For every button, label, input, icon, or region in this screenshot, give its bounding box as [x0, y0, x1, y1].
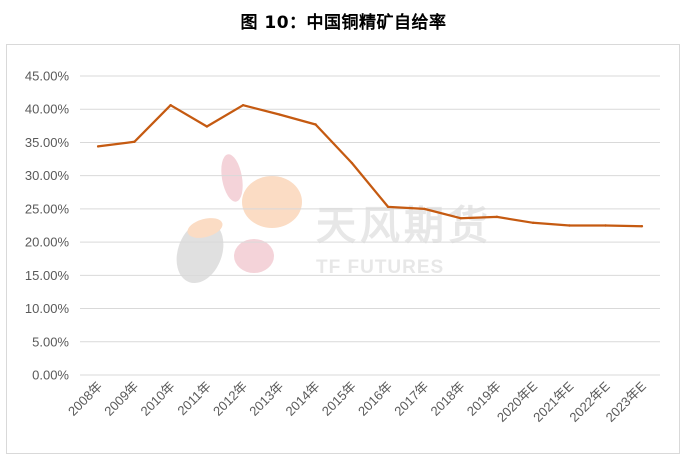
data-point [568, 224, 571, 227]
x-tick-label: 2014年 [282, 379, 322, 419]
y-tick-label: 45.00% [25, 69, 70, 84]
y-tick-label: 30.00% [25, 168, 70, 183]
x-tick-label: 2011年 [174, 379, 214, 419]
watermark-logo: 天风期货 TF FUTURES [176, 154, 492, 283]
data-point [314, 123, 317, 126]
data-point [241, 104, 245, 107]
gridlines [80, 75, 660, 376]
data-point [205, 125, 209, 128]
data-point [350, 161, 354, 165]
x-tick-label: 2018年 [427, 379, 467, 419]
x-tick-label: 2010年 [137, 379, 177, 419]
watermark-petal [221, 154, 243, 202]
x-tick-label: 2008年 [65, 379, 105, 419]
watermark-petal [176, 221, 224, 283]
data-point [169, 104, 172, 107]
data-point [133, 140, 136, 143]
y-tick-label: 0.00% [32, 368, 69, 383]
watermark-text-en: TF FUTURES [316, 257, 444, 278]
data-point [495, 215, 499, 219]
x-tick-label: 2023年E [603, 378, 650, 425]
data-point [604, 224, 607, 227]
x-tick-label: 2013年 [246, 379, 286, 419]
watermark-petal [242, 176, 302, 228]
y-tick-label: 10.00% [25, 301, 70, 316]
watermark-petal [187, 218, 223, 238]
data-point [386, 205, 390, 209]
watermark-petal [234, 239, 274, 273]
x-tick-label: 2016年 [355, 379, 395, 419]
data-point [278, 113, 281, 116]
y-tick-label: 20.00% [25, 235, 70, 250]
data-point [459, 216, 462, 220]
chart-title: 图 10：中国铜精矿自给率 [240, 13, 447, 33]
data-point [423, 207, 426, 211]
y-tick-label: 40.00% [25, 102, 70, 117]
chart-frame [6, 44, 680, 454]
data-point [531, 221, 535, 225]
y-tick-label: 25.00% [25, 201, 70, 216]
data-point [96, 145, 100, 148]
x-axis-ticks: 2008年2009年2010年2011年2012年2013年2014年2015年… [65, 378, 649, 425]
x-tick-label: 2012年 [210, 379, 250, 419]
y-axis-ticks: 0.00% 5.00% 10.00% 15.00% 20.00% 25.00% 30.00%… [25, 69, 70, 383]
x-tick-label: 2017年 [391, 379, 431, 419]
data-point [640, 224, 644, 228]
y-tick-label: 15.00% [25, 268, 70, 283]
series-line [96, 104, 644, 228]
x-tick-label: 2009年 [101, 379, 141, 419]
x-tick-label: 2015年 [319, 379, 359, 419]
y-tick-label: 35.00% [25, 135, 70, 150]
series-layer [96, 104, 644, 228]
watermark-text-cn: 天风期货 [316, 203, 492, 249]
y-tick-label: 5.00% [32, 334, 69, 349]
